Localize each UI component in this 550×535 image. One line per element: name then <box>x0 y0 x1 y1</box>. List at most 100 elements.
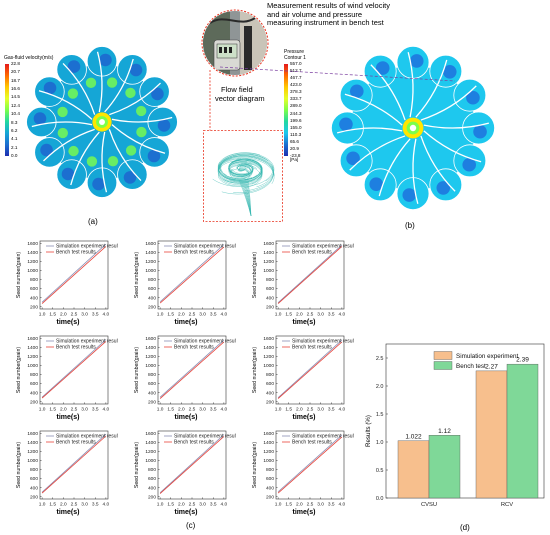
y-tick-label: 800 <box>266 277 274 283</box>
x-tick-label: 3.5 <box>92 407 99 413</box>
y-axis-label: Seed number(grain) <box>252 347 258 393</box>
x-tick-label: 4.0 <box>103 502 110 508</box>
fan-a-bulb-core <box>33 112 47 125</box>
fan-a-blade <box>101 131 108 193</box>
pressure-colorbar-title-line-1: Pressure <box>284 49 305 55</box>
x-tick-label: 2.0 <box>60 502 67 508</box>
fan-b-blade <box>349 135 406 171</box>
x-tick-label: 3.0 <box>81 312 88 318</box>
x-tick-label: 4.0 <box>339 312 346 318</box>
panel-a: Gas-fluid velocity(m/s) 22.8 20.7 18.7 16.6… <box>0 40 178 226</box>
x-tick-label: 2.5 <box>307 407 314 413</box>
line-chart-1: 200 400 600 800 1000 1200 1400 1600 1.0 1.5 2.0 2.5… <box>16 240 118 326</box>
pressure-pointer-line <box>220 66 456 82</box>
x-tick-label: 1.5 <box>285 502 292 508</box>
series-line-bench <box>41 246 107 304</box>
series-line-bench <box>277 436 343 494</box>
y-tick-label: 400 <box>30 485 38 491</box>
panel-d-label: (d) <box>460 523 470 532</box>
y-tick-label: 400 <box>266 390 274 396</box>
x-axis-label: time(s) <box>175 414 198 421</box>
legend-label: Bench test results <box>56 345 96 351</box>
bar-y-tick-label: 2.5 <box>376 356 384 362</box>
y-tick-label: 600 <box>148 476 156 482</box>
x-tick-label: 3.5 <box>92 312 99 318</box>
flow-streamline <box>230 163 253 178</box>
x-tick-label: 2.0 <box>60 407 67 413</box>
y-axis-label: Seed number(grain) <box>134 347 140 393</box>
fan-b-bulb-core <box>409 54 424 68</box>
flow-field-vector-diagram <box>203 130 283 222</box>
bar-y-tick-label: 0.5 <box>376 468 384 474</box>
series-line-simulation <box>159 434 225 493</box>
fan-b-bulb-core <box>466 90 480 105</box>
fan-a-velocity-patch <box>85 77 97 88</box>
pressure-colorbar-tick-11: 65.6 <box>290 138 299 144</box>
y-tick-label: 1200 <box>263 259 274 265</box>
y-tick-label: 800 <box>30 372 38 378</box>
x-tick-label: 1.5 <box>285 312 292 318</box>
pressure-colorbar-tick-0: 557.0 <box>290 61 302 66</box>
x-tick-label: 2.0 <box>296 312 303 318</box>
x-tick-label: 1.0 <box>275 312 282 318</box>
fan-a-bulb-core <box>151 87 164 101</box>
pressure-colorbar-tick-10: 110.3 <box>290 131 302 137</box>
bar-plot-frame <box>385 343 545 499</box>
fan-b-blade <box>407 51 414 118</box>
fan-b-bulb-core <box>436 181 451 195</box>
velocity-colorbar-tick-4: 14.5 <box>11 94 20 100</box>
fan-b-blade <box>370 64 406 121</box>
y-tick-label: 800 <box>148 277 156 283</box>
fan-b-blade <box>423 130 482 163</box>
x-tick-label: 4.0 <box>221 312 228 318</box>
line-chart-3: 200 400 600 800 1000 1200 1400 1600 1.0 1.5 2.0 2.5… <box>252 240 354 326</box>
fan-b-bulb-core <box>473 124 487 139</box>
y-tick-label: 400 <box>148 295 156 301</box>
y-tick-label: 1600 <box>145 431 156 437</box>
x-axis-label: time(s) <box>57 319 80 326</box>
pressure-colorbar-tick-8: 199.6 <box>290 117 302 123</box>
x-tick-label: 3.0 <box>199 407 206 413</box>
x-tick-label: 3.5 <box>210 502 217 508</box>
velocity-colorbar-tick-10: 2.1 <box>11 144 18 150</box>
fan-a-bulb-core <box>99 53 112 67</box>
x-axis-label: time(s) <box>57 509 80 516</box>
x-tick-label: 4.0 <box>339 502 346 508</box>
y-tick-label: 1400 <box>145 345 156 351</box>
y-tick-label: 200 <box>266 399 274 405</box>
y-tick-label: 200 <box>148 399 156 405</box>
y-tick-label: 1600 <box>27 431 38 437</box>
x-axis-label: time(s) <box>57 414 80 421</box>
legend-label: Bench test results <box>174 440 214 446</box>
pressure-unit: [Pa] <box>290 157 299 162</box>
y-tick-label: 1600 <box>27 241 38 247</box>
velocity-fan-diagram <box>26 46 178 198</box>
y-axis-label: Seed number(grain) <box>16 442 22 488</box>
y-tick-label: 1600 <box>145 336 156 342</box>
fan-a-velocity-patch <box>106 77 118 88</box>
flow-field-label-line-2: vector diagram <box>215 94 265 103</box>
fan-b-blade <box>378 138 411 197</box>
x-tick-label: 2.5 <box>71 312 78 318</box>
y-tick-label: 1000 <box>263 458 274 464</box>
legend-label: Simulation experiment result <box>292 339 354 345</box>
legend-label: Simulation experiment result <box>292 244 354 250</box>
pressure-fan-diagram <box>330 45 495 211</box>
y-tick-label: 800 <box>30 277 38 283</box>
velocity-colorbar-tick-8: 6.2 <box>11 127 18 133</box>
bar-category-label: RCV <box>501 502 513 508</box>
bar-rcv-simulation <box>475 370 508 499</box>
y-tick-label: 1400 <box>27 250 38 256</box>
x-tick-label: 2.0 <box>178 407 185 413</box>
legend-label: Bench test results <box>56 440 96 446</box>
y-axis-label: Seed number(grain) <box>252 252 258 298</box>
fan-a-blade <box>31 121 93 128</box>
pressure-colorbar-tick-4: 378.3 <box>290 89 302 95</box>
y-tick-label: 1000 <box>263 268 274 274</box>
y-tick-label: 400 <box>266 485 274 491</box>
flow-streamline <box>228 162 263 188</box>
velocity-colorbar-tick-9: 4.1 <box>11 136 18 142</box>
y-tick-label: 1600 <box>263 336 274 342</box>
bar-cvsu-bench <box>428 435 461 499</box>
series-line-bench <box>277 246 343 304</box>
